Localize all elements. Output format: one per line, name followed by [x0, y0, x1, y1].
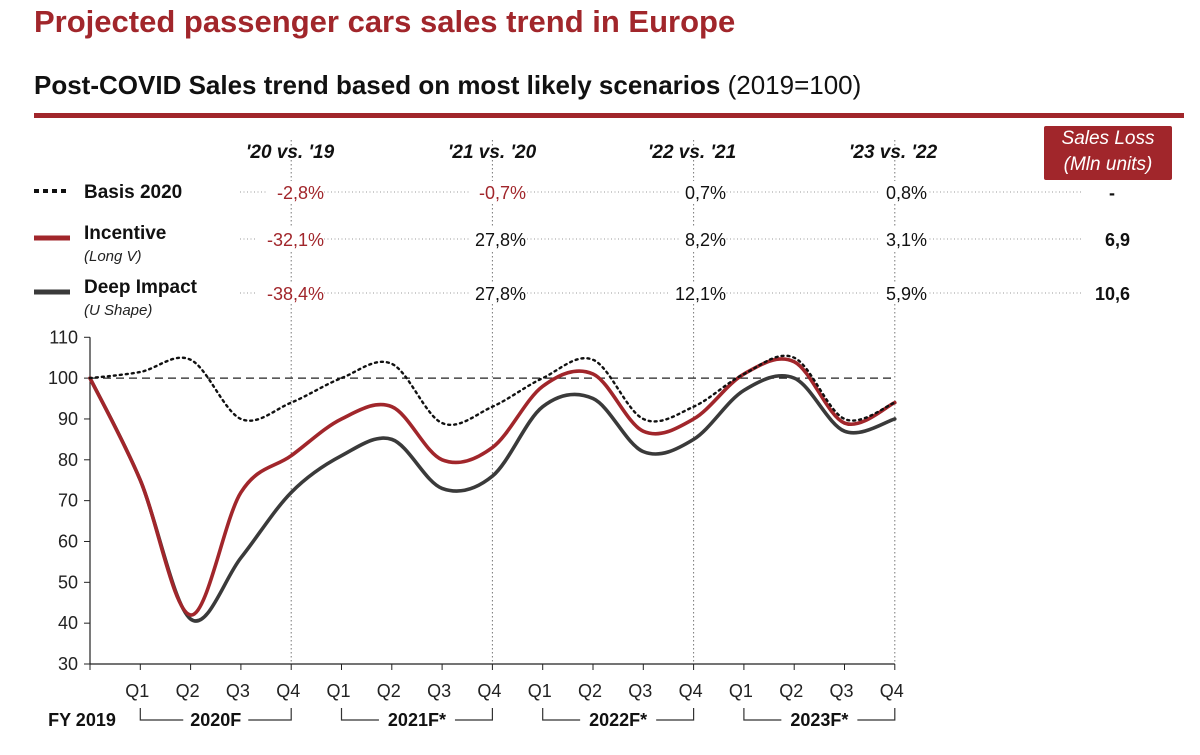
y-tick-label-80: 80 [58, 450, 78, 470]
series-line-basis-2020 [88, 354, 896, 426]
y-tick-label-40: 40 [58, 613, 78, 633]
change-basis-2020-4: 0,8% [886, 183, 927, 203]
change-bg-incentive-2 [469, 228, 526, 250]
change-deep-impact-4: 5,9% [886, 284, 927, 304]
title-rule [34, 113, 1184, 118]
y-tick-label-30: 30 [58, 654, 78, 674]
change-deep-impact-1: -38,4% [267, 284, 324, 304]
sales-loss-basis-2020: - [1109, 183, 1115, 203]
change-bg-basis-2020-3 [679, 181, 726, 203]
change-basis-2020-3: 0,7% [685, 183, 726, 203]
year-label-3: 2022F* [589, 710, 647, 730]
change-bg-deep-impact-1 [256, 282, 324, 304]
y-tick-label-90: 90 [58, 409, 78, 429]
period-header-4: '23 vs. '22 [849, 142, 938, 163]
year-label-2: 2021F* [388, 710, 446, 730]
x-tick-label-2: Q2 [176, 681, 200, 701]
sales-loss-header: Sales Loss (Mln units) [1044, 126, 1172, 180]
year-bracket-4 [743, 708, 896, 721]
sales-loss-deep-impact: 10,6 [1095, 284, 1130, 304]
x-tick-label-6: Q2 [377, 681, 401, 701]
change-bg-incentive-1 [256, 228, 324, 250]
change-bg-basis-2020-2 [469, 181, 526, 203]
x-tick-label-10: Q2 [578, 681, 602, 701]
change-bg-deep-impact-4 [880, 282, 927, 304]
change-incentive-4: 3,1% [886, 230, 927, 250]
year-label-4: 2023F* [790, 710, 848, 730]
y-tick-label-100: 100 [48, 368, 78, 388]
legend-label-incentive: Incentive [84, 223, 166, 244]
sales-loss-title: Sales Loss [1061, 128, 1155, 149]
chart-title: Projected passenger cars sales trend in … [34, 4, 736, 39]
change-bg-basis-2020-1 [267, 181, 324, 203]
period-header-1: '20 vs. '19 [246, 142, 335, 163]
fy-2019-label: FY 2019 [48, 710, 116, 730]
change-bg-incentive-3 [679, 228, 726, 250]
x-tick-label-8: Q4 [477, 681, 501, 701]
change-deep-impact-2: 27,8% [475, 284, 526, 304]
change-bg-deep-impact-2 [469, 282, 526, 304]
y-tick-label-50: 50 [58, 572, 78, 592]
change-incentive-2: 27,8% [475, 230, 526, 250]
change-incentive-3: 8,2% [685, 230, 726, 250]
sales-loss-unit: (Mln units) [1063, 154, 1153, 175]
change-bg-basis-2020-4 [880, 181, 927, 203]
change-deep-impact-3: 12,1% [675, 284, 726, 304]
x-tick-label-15: Q3 [829, 681, 853, 701]
x-tick-label-13: Q1 [729, 681, 753, 701]
x-tick-label-5: Q1 [326, 681, 350, 701]
loss-bg-incentive [1082, 227, 1136, 251]
y-tick-label-60: 60 [58, 531, 78, 551]
x-tick-label-12: Q4 [679, 681, 703, 701]
legend-label-deep-impact: Deep Impact [84, 277, 198, 298]
x-tick-label-7: Q3 [427, 681, 451, 701]
loss-bg-deep-impact [1082, 281, 1136, 305]
period-header-2: '21 vs. '20 [448, 142, 537, 163]
x-tick-label-11: Q3 [628, 681, 652, 701]
sales-loss-incentive: 6,9 [1105, 230, 1130, 250]
change-bg-incentive-4 [880, 228, 927, 250]
year-bracket-1 [139, 708, 292, 721]
chart-subtitle: Post-COVID Sales trend based on most lik… [34, 70, 861, 101]
period-header-3: '22 vs. '21 [648, 142, 736, 163]
series-line-incentive [88, 357, 897, 617]
x-tick-label-4: Q4 [276, 681, 300, 701]
x-tick-label-3: Q3 [226, 681, 250, 701]
x-tick-label-16: Q4 [880, 681, 904, 701]
series-line-deep-impact [88, 373, 897, 623]
year-bracket-3 [542, 708, 695, 721]
change-basis-2020-1: -2,8% [277, 183, 324, 203]
x-tick-label-1: Q1 [125, 681, 149, 701]
legend-sub-deep-impact: (U Shape) [84, 302, 152, 319]
year-label-1: 2020F [190, 710, 241, 730]
change-bg-deep-impact-3 [669, 282, 726, 304]
loss-bg-basis-2020 [1082, 180, 1136, 204]
subtitle-main: Post-COVID Sales trend based on most lik… [34, 70, 721, 100]
x-tick-label-9: Q1 [528, 681, 552, 701]
y-tick-label-70: 70 [58, 491, 78, 511]
subtitle-unit: (2019=100) [727, 70, 862, 100]
legend-label-basis-2020: Basis 2020 [84, 182, 182, 203]
legend-sub-incentive: (Long V) [84, 248, 142, 265]
change-incentive-1: -32,1% [267, 230, 324, 250]
x-tick-label-14: Q2 [779, 681, 803, 701]
y-tick-label-110: 110 [49, 327, 78, 347]
change-basis-2020-2: -0,7% [479, 183, 526, 203]
year-bracket-2 [340, 708, 493, 721]
